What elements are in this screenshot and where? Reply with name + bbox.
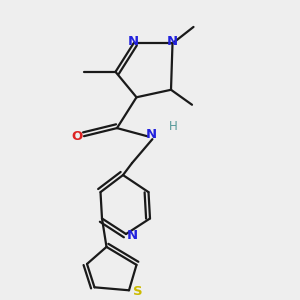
Text: N: N [146, 128, 157, 142]
Text: H: H [169, 120, 178, 134]
Text: S: S [133, 285, 143, 298]
Text: N: N [128, 35, 139, 48]
Text: N: N [167, 35, 178, 48]
Text: O: O [71, 130, 82, 143]
Text: N: N [126, 229, 138, 242]
